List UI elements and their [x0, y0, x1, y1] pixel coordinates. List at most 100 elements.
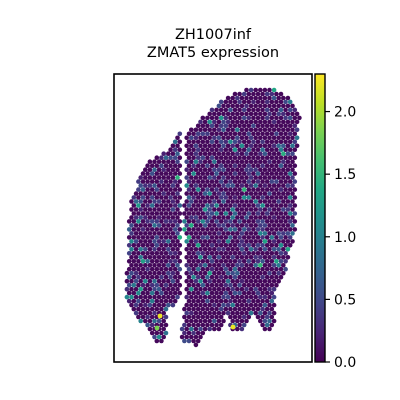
expression-spot: [172, 155, 178, 160]
expression-spot: [269, 227, 275, 232]
expression-spot: [230, 302, 235, 308]
expression-spot: [147, 239, 153, 244]
expression-spot: [175, 175, 180, 180]
expression-spot: [205, 298, 210, 304]
expression-spot: [262, 119, 268, 125]
expression-spot: [276, 143, 282, 149]
expression-spot: [168, 282, 173, 288]
expression-spot: [218, 147, 224, 152]
expression-spot: [246, 314, 252, 320]
expression-spot: [287, 147, 293, 152]
expression-spot: [207, 294, 212, 300]
expression-spot: [225, 135, 231, 141]
expression-spot: [184, 175, 189, 180]
expression-spot: [209, 123, 215, 129]
expression-spot: [267, 127, 272, 133]
expression-spot: [251, 195, 256, 200]
expression-spot: [138, 278, 143, 284]
expression-spot: [290, 127, 295, 133]
expression-spot: [246, 203, 252, 208]
expression-spot: [216, 143, 222, 149]
expression-spot: [152, 175, 157, 180]
expression-spot: [193, 334, 199, 340]
expression-spot: [154, 171, 160, 176]
expression-spot: [235, 294, 240, 300]
expression-spot: [269, 187, 275, 192]
expression-spot: [191, 203, 196, 208]
expression-spot: [202, 263, 208, 268]
expression-spot: [278, 211, 284, 216]
expression-spot: [205, 171, 210, 176]
expression-spot: [161, 223, 166, 228]
expression-spot: [200, 282, 206, 288]
expression-spot: [163, 155, 169, 160]
expression-spot: [170, 175, 176, 180]
expression-spot: [281, 159, 286, 164]
expression-spot: [152, 318, 157, 324]
expression-spot: [253, 183, 258, 188]
expression-spot: [198, 263, 203, 268]
expression-spot: [168, 243, 173, 248]
expression-spot: [278, 147, 284, 152]
expression-spot: [138, 302, 143, 308]
expression-spot: [260, 91, 265, 97]
expression-spot: [260, 306, 265, 312]
expression-spot: [147, 199, 153, 204]
expression-spot: [232, 259, 238, 264]
expression-spot: [221, 278, 226, 284]
expression-spot: [159, 171, 164, 176]
expression-spot: [276, 207, 282, 212]
expression-spot: [271, 278, 277, 284]
expression-spot: [237, 99, 242, 105]
expression-spot: [166, 223, 171, 228]
expression-spot: [209, 107, 215, 113]
expression-spot: [140, 266, 146, 272]
expression-spot: [147, 247, 153, 252]
expression-spot: [145, 219, 150, 224]
expression-spot: [198, 143, 203, 149]
expression-spot: [177, 251, 183, 256]
expression-spot: [149, 330, 155, 336]
expression-spot: [184, 151, 189, 156]
expression-spot: [218, 211, 224, 216]
expression-spot: [258, 191, 263, 196]
expression-spot: [251, 131, 256, 137]
expression-spot: [177, 163, 183, 168]
expression-spot: [136, 195, 141, 200]
expression-spot: [209, 322, 215, 328]
expression-spot: [290, 111, 295, 117]
expression-spot: [175, 215, 180, 220]
expression-spot: [209, 314, 215, 320]
expression-spot: [161, 159, 166, 164]
expression-spot: [159, 338, 164, 344]
expression-spot: [172, 211, 178, 216]
expression-spot: [166, 278, 171, 284]
expression-spot: [154, 282, 160, 288]
expression-spot: [287, 107, 293, 113]
expression-spot: [152, 207, 157, 212]
expression-spot: [152, 223, 157, 228]
expression-spot: [209, 219, 215, 224]
expression-spot: [209, 131, 215, 137]
expression-spot: [216, 310, 222, 316]
expression-spot: [258, 151, 263, 156]
expression-spot: [218, 195, 224, 200]
expression-spot: [255, 306, 261, 312]
expression-spot: [154, 274, 160, 280]
expression-spot: [172, 219, 178, 224]
expression-spot: [136, 298, 141, 304]
expression-spot: [262, 239, 268, 244]
expression-spot: [230, 127, 235, 133]
expression-spot: [271, 119, 277, 125]
expression-spot: [274, 147, 279, 152]
expression-spot: [205, 139, 210, 145]
expression-spot: [186, 282, 192, 288]
expression-spot: [248, 103, 254, 109]
expression-spot: [223, 251, 229, 256]
expression-spot: [124, 270, 130, 276]
expression-spot: [156, 183, 162, 188]
expression-spot: [200, 290, 206, 296]
expression-spot: [218, 99, 224, 105]
expression-spot: [239, 263, 245, 268]
expression-spot: [228, 131, 233, 137]
